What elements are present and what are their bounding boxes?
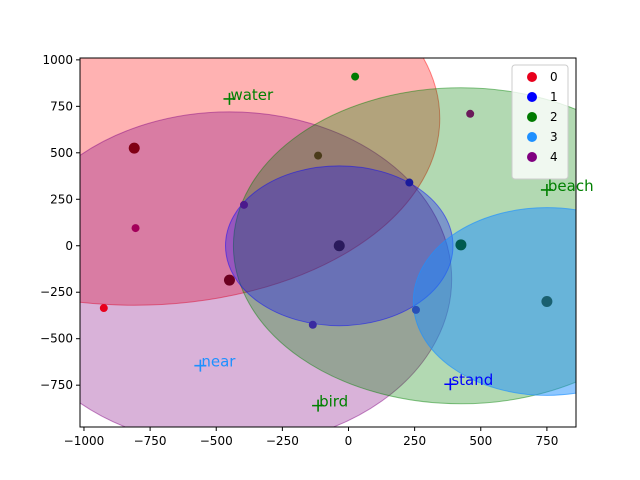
x-tick-label: −1000 [64, 434, 105, 448]
data-point [308, 320, 317, 329]
data-point [333, 240, 345, 252]
legend-entry-2: 2 [527, 110, 558, 124]
legend-label: 2 [550, 110, 558, 124]
x-tick-label: 500 [469, 434, 492, 448]
legend-entry-4: 4 [527, 150, 558, 164]
plus-marker [444, 378, 457, 391]
data-point [411, 305, 420, 314]
y-axis: −750 −500 −250 0 250 500 750 1000 [40, 53, 80, 392]
x-tick-label: 0 [345, 434, 353, 448]
legend-marker [527, 112, 537, 122]
legend-marker [527, 72, 537, 82]
legend-label: 1 [550, 90, 558, 104]
word-markers: water beach near stand bird [194, 86, 594, 412]
data-point [128, 142, 140, 154]
data-point [455, 239, 467, 251]
word-marker-bird: bird [312, 393, 348, 412]
word-label: stand [451, 371, 493, 389]
data-point [99, 304, 108, 313]
y-tick-label: 0 [65, 239, 73, 253]
legend-label: 4 [550, 150, 558, 164]
legend-entry-1: 1 [527, 90, 558, 104]
data-point [351, 72, 360, 81]
data-point [223, 274, 235, 286]
word-label: bird [319, 393, 348, 411]
word-marker-beach: beach [540, 177, 594, 196]
y-tick-label: −250 [40, 285, 73, 299]
y-tick-label: 1000 [42, 53, 73, 67]
data-point [405, 178, 414, 187]
word-label: beach [548, 177, 594, 195]
x-tick-label: −500 [200, 434, 233, 448]
cluster-region-3 [412, 207, 576, 396]
legend-entry-3: 3 [527, 130, 558, 144]
word-marker-water: water [223, 86, 274, 105]
plus-marker [540, 183, 553, 196]
legend-box [511, 64, 569, 180]
legend: 0 1 2 3 4 [511, 64, 569, 180]
x-tick-label: 750 [535, 434, 558, 448]
y-tick-label: 500 [50, 146, 73, 160]
legend-marker [527, 92, 537, 102]
cluster-region-0 [80, 58, 441, 306]
legend-entry-0: 0 [527, 70, 558, 84]
data-point [314, 151, 323, 160]
data-point [541, 296, 553, 308]
data-points [99, 72, 553, 329]
x-tick-label: −250 [266, 434, 299, 448]
data-point [240, 200, 249, 209]
legend-label: 3 [550, 130, 558, 144]
legend-marker [527, 152, 537, 162]
data-point [131, 224, 140, 233]
plot-frame [79, 57, 577, 428]
legend-label: 0 [550, 70, 558, 84]
y-tick-label: −750 [40, 378, 73, 392]
plus-marker [223, 92, 236, 105]
x-tick-label: 250 [403, 434, 426, 448]
data-point [466, 109, 475, 118]
y-tick-label: −500 [40, 332, 73, 346]
word-marker-near: near [194, 353, 236, 372]
y-tick-label: 750 [50, 99, 73, 113]
word-marker-stand: stand [444, 371, 493, 391]
legend-marker [527, 132, 537, 142]
x-axis: −1000 −750 −500 −250 0 250 500 750 [64, 427, 558, 448]
x-tick-label: −750 [134, 434, 167, 448]
plus-marker [312, 399, 325, 412]
word-label: near [201, 353, 236, 371]
y-tick-label: 250 [50, 192, 73, 206]
word-label: water [230, 86, 274, 104]
plus-marker [194, 359, 207, 372]
